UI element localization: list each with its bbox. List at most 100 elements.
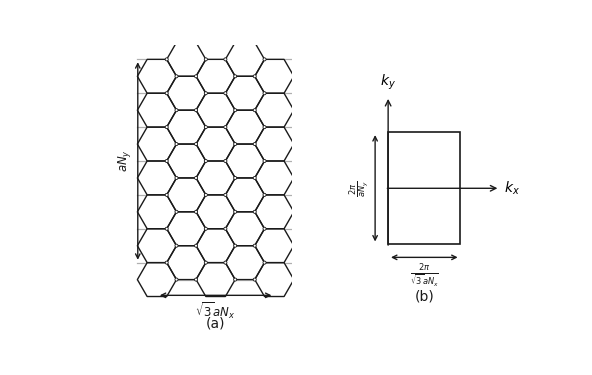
Polygon shape xyxy=(196,195,235,229)
Circle shape xyxy=(195,75,198,78)
Circle shape xyxy=(224,126,227,129)
Circle shape xyxy=(263,126,266,129)
Text: (a): (a) xyxy=(206,316,226,330)
Polygon shape xyxy=(255,93,294,127)
Circle shape xyxy=(195,142,198,146)
Polygon shape xyxy=(196,229,235,262)
Circle shape xyxy=(165,58,168,61)
Circle shape xyxy=(204,92,207,95)
Circle shape xyxy=(253,142,256,146)
Polygon shape xyxy=(167,110,206,144)
Circle shape xyxy=(224,261,227,264)
Polygon shape xyxy=(255,127,294,161)
Circle shape xyxy=(195,244,198,247)
Polygon shape xyxy=(137,161,176,195)
Circle shape xyxy=(175,142,178,146)
Text: $aN_y$: $aN_y$ xyxy=(116,150,133,172)
Polygon shape xyxy=(137,59,176,93)
Bar xyxy=(388,132,461,244)
Circle shape xyxy=(253,244,256,247)
Circle shape xyxy=(224,227,227,230)
Circle shape xyxy=(253,109,256,112)
Circle shape xyxy=(175,75,178,78)
Circle shape xyxy=(253,176,256,180)
Circle shape xyxy=(234,142,237,146)
Circle shape xyxy=(253,278,256,281)
Circle shape xyxy=(234,109,237,112)
Polygon shape xyxy=(167,178,206,212)
Polygon shape xyxy=(137,229,176,262)
Polygon shape xyxy=(196,93,235,127)
Circle shape xyxy=(204,194,207,196)
Polygon shape xyxy=(255,229,294,262)
Polygon shape xyxy=(226,144,265,178)
Polygon shape xyxy=(226,110,265,144)
Polygon shape xyxy=(137,262,176,297)
Circle shape xyxy=(204,159,207,162)
Polygon shape xyxy=(226,178,265,212)
Circle shape xyxy=(165,92,168,95)
Circle shape xyxy=(263,261,266,264)
Polygon shape xyxy=(196,262,235,297)
Circle shape xyxy=(263,58,266,61)
Circle shape xyxy=(234,278,237,281)
Circle shape xyxy=(253,75,256,78)
Circle shape xyxy=(165,126,168,129)
Polygon shape xyxy=(167,212,206,246)
Circle shape xyxy=(263,227,266,230)
Polygon shape xyxy=(167,76,206,110)
Text: $\sqrt{3}aN_x$: $\sqrt{3}aN_x$ xyxy=(195,300,236,321)
Circle shape xyxy=(263,92,266,95)
Polygon shape xyxy=(255,59,294,93)
Polygon shape xyxy=(255,161,294,195)
Circle shape xyxy=(263,159,266,162)
Polygon shape xyxy=(196,127,235,161)
Text: $\frac{2\pi}{\sqrt{3}aN_x}$: $\frac{2\pi}{\sqrt{3}aN_x}$ xyxy=(410,263,439,290)
Polygon shape xyxy=(226,246,265,280)
Polygon shape xyxy=(167,42,206,76)
Circle shape xyxy=(165,261,168,264)
Circle shape xyxy=(204,126,207,129)
Circle shape xyxy=(195,278,198,281)
Circle shape xyxy=(195,109,198,112)
Circle shape xyxy=(195,176,198,180)
Circle shape xyxy=(263,194,266,196)
Polygon shape xyxy=(167,246,206,280)
Polygon shape xyxy=(226,76,265,110)
Circle shape xyxy=(253,210,256,213)
Polygon shape xyxy=(255,262,294,297)
Circle shape xyxy=(204,227,207,230)
Polygon shape xyxy=(137,127,176,161)
Circle shape xyxy=(224,58,227,61)
Circle shape xyxy=(195,210,198,213)
Circle shape xyxy=(165,159,168,162)
Circle shape xyxy=(224,194,227,196)
Polygon shape xyxy=(167,144,206,178)
Text: $\frac{2\pi}{aN_y}$: $\frac{2\pi}{aN_y}$ xyxy=(347,180,371,197)
Circle shape xyxy=(204,261,207,264)
Polygon shape xyxy=(196,59,235,93)
Circle shape xyxy=(175,210,178,213)
Circle shape xyxy=(224,92,227,95)
Circle shape xyxy=(204,58,207,61)
Text: $k_x$: $k_x$ xyxy=(504,180,520,197)
Circle shape xyxy=(234,210,237,213)
Polygon shape xyxy=(226,42,265,76)
Circle shape xyxy=(234,75,237,78)
Circle shape xyxy=(175,244,178,247)
Circle shape xyxy=(175,109,178,112)
Polygon shape xyxy=(196,161,235,195)
Circle shape xyxy=(165,194,168,196)
Polygon shape xyxy=(137,195,176,229)
Circle shape xyxy=(175,176,178,180)
Circle shape xyxy=(224,159,227,162)
Circle shape xyxy=(234,244,237,247)
Polygon shape xyxy=(226,212,265,246)
Polygon shape xyxy=(137,93,176,127)
Circle shape xyxy=(175,278,178,281)
Text: (b): (b) xyxy=(414,290,434,304)
Polygon shape xyxy=(255,195,294,229)
Text: $k_y$: $k_y$ xyxy=(380,73,396,93)
Circle shape xyxy=(165,227,168,230)
Circle shape xyxy=(234,176,237,180)
